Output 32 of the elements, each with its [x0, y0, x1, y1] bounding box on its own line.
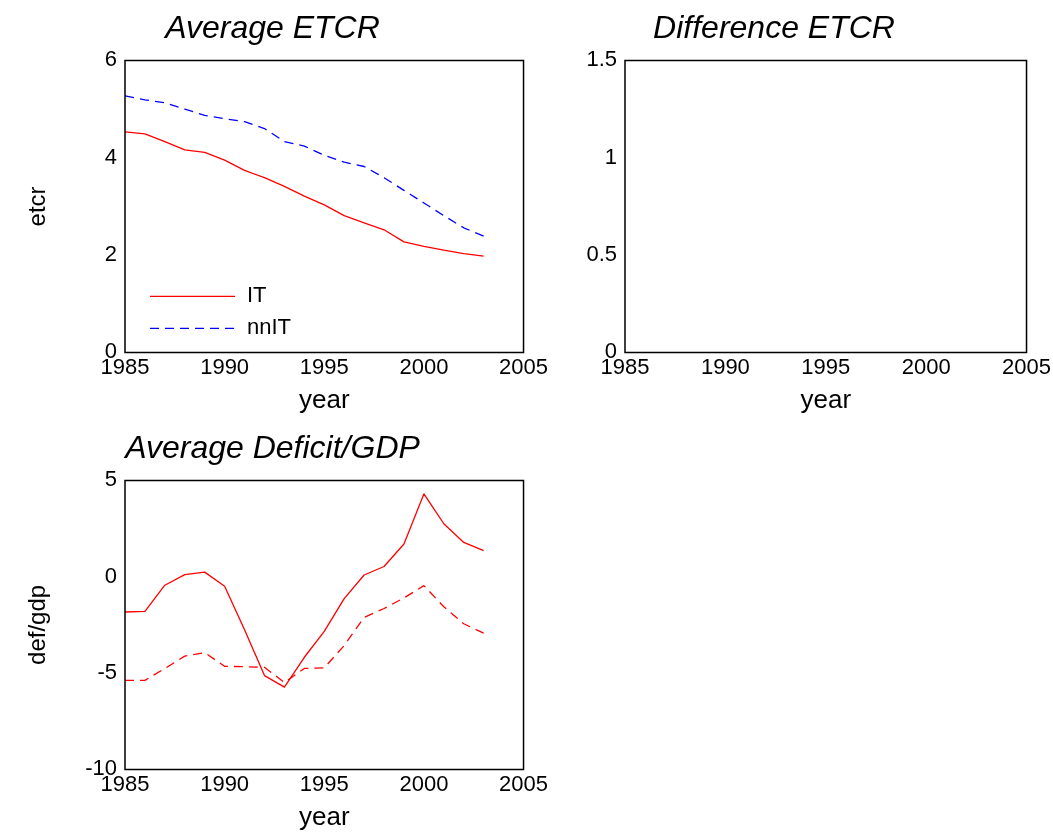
- x-tick-label: 1995: [299, 770, 349, 796]
- x-tick-label: 2005: [499, 770, 549, 796]
- y-tick-label: 0.5: [586, 241, 617, 267]
- x-tick-label: 2000: [399, 353, 449, 379]
- x-axis-title: year: [800, 383, 852, 414]
- y-tick-label: 2: [104, 241, 117, 267]
- y-tick-label: 1.5: [586, 46, 617, 72]
- legend-label: nnIT: [247, 314, 292, 340]
- chart-title: Average ETCR: [163, 9, 380, 46]
- chart-title: Average Deficit/GDP: [123, 429, 421, 466]
- chart-title: Difference ETCR: [653, 9, 895, 46]
- y-tick-label: 6: [104, 46, 117, 72]
- line-series: [125, 95, 485, 237]
- x-tick-label: 1990: [200, 353, 250, 379]
- x-tick-label: 1990: [200, 770, 250, 796]
- x-tick-label: 1990: [700, 353, 750, 379]
- y-axis-title: def/gdp: [23, 584, 51, 665]
- x-tick-label: 2000: [901, 353, 951, 379]
- x-tick-label: 1995: [299, 353, 349, 379]
- x-tick-label: 2005: [499, 353, 549, 379]
- x-axis-title: year: [298, 383, 350, 414]
- y-tick-label: 5: [104, 466, 117, 492]
- y-tick-label: -5: [97, 659, 117, 685]
- y-axis-title: etcr: [23, 186, 51, 227]
- x-axis-title: year: [298, 800, 350, 831]
- y-tick-label: 4: [104, 143, 117, 169]
- y-tick-label: 1: [604, 143, 617, 169]
- x-tick-label: 2005: [1002, 353, 1052, 379]
- x-tick-label: 1995: [801, 353, 851, 379]
- y-tick-label: 0: [104, 562, 117, 588]
- legend-label: IT: [247, 282, 267, 308]
- x-tick-label: 2000: [399, 770, 449, 796]
